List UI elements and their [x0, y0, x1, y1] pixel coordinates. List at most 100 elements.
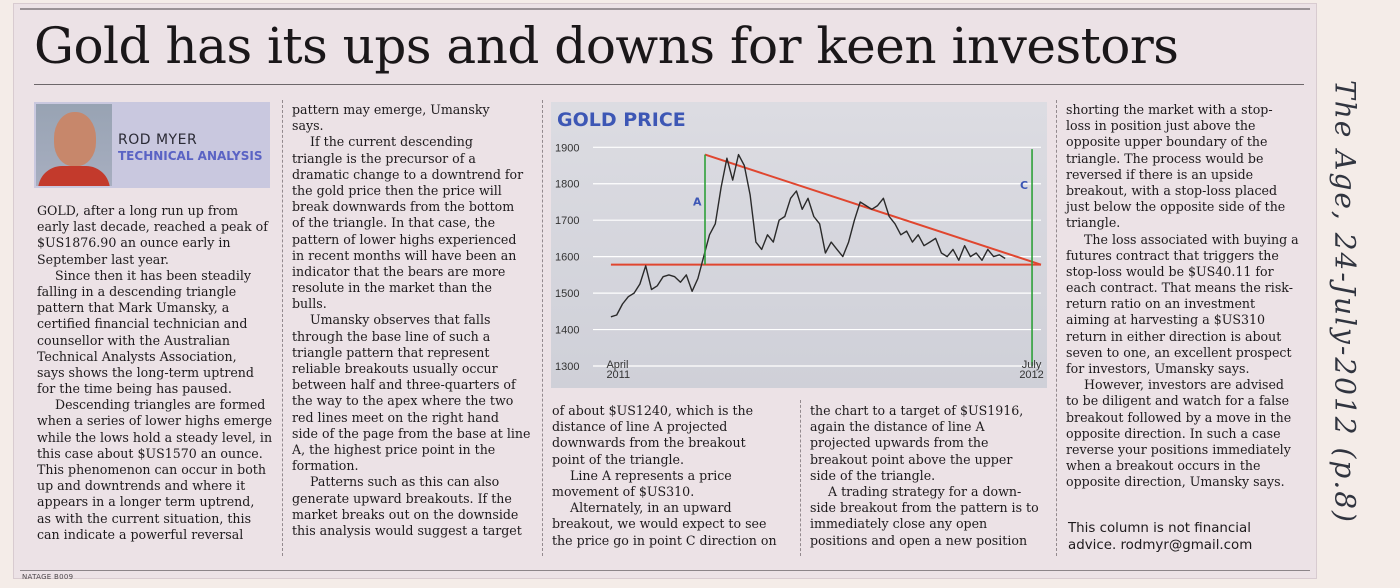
- article-column-2: pattern may emerge, Umansky says. If the…: [292, 102, 536, 539]
- article-column-5: shorting the market with a stop- loss in…: [1066, 102, 1311, 491]
- section-label: TECHNICAL ANALYSIS: [118, 149, 263, 163]
- col1-line: for the time being has paused.: [37, 381, 232, 397]
- x-tick-label: July: [1022, 359, 1042, 371]
- col1-line: this case about $US1570 an ounce.: [37, 445, 263, 461]
- col2-line: Patterns such as this can also: [310, 474, 500, 490]
- col1-line: $US1876.90 an ounce early in: [37, 235, 231, 251]
- col3-line: Line A represents a price: [570, 467, 732, 483]
- col5-line: opposite direction, Umansky says.: [1066, 474, 1285, 490]
- col5-line: aiming at harvesting a $US310: [1066, 312, 1265, 328]
- col4-line: immediately close any open: [810, 516, 988, 532]
- col2-line: of the triangle. In that case, the: [292, 215, 496, 231]
- col1-line: says shows the long-term uptrend: [37, 364, 254, 380]
- col1-line: can indicate a powerful reversal: [37, 526, 244, 542]
- col3-line: distance of line A projected: [552, 419, 728, 435]
- col4-line: side breakout from the pattern is to: [810, 500, 1039, 516]
- col4-line: the chart to a target of $US1916,: [810, 403, 1024, 418]
- col1-line: Descending triangles are formed: [55, 397, 266, 413]
- disclaimer: This column is not financial advice. rod…: [1068, 520, 1308, 554]
- col1-line: pattern that Mark Umansky, a: [37, 300, 230, 316]
- col1-line: certified financial technician and: [37, 316, 248, 332]
- bottom-rule: [20, 570, 1310, 571]
- col1-line: as with the current situation, this: [37, 510, 252, 526]
- col5-line: seven to one, an excellent prospect: [1066, 344, 1292, 360]
- col4-line: projected upwards from the: [810, 435, 989, 451]
- col5-line: for investors, Umansky says.: [1066, 361, 1250, 376]
- col4-line: A trading strategy for a down-: [828, 483, 1022, 499]
- col2-line: reliable breakouts usually occur: [292, 361, 498, 376]
- chart-grid: [593, 146, 1041, 367]
- price-line: [610, 153, 1006, 318]
- col2-line: formation.: [292, 458, 359, 474]
- col4-line: positions and open a new position: [810, 532, 1028, 548]
- col2-line: pattern may emerge, Umansky: [292, 102, 490, 117]
- col2-line: resolute in the market than the: [292, 280, 492, 296]
- col2-line: If the current descending: [310, 134, 473, 150]
- headline: Gold has its ups and downs for keen inve…: [34, 17, 1179, 75]
- author-photo: [36, 104, 112, 186]
- col2-line: indicator that the bears are more: [292, 263, 506, 279]
- col2-line: this analysis would suggest a target: [292, 522, 522, 538]
- col5-line: loss in position just above the: [1066, 118, 1256, 134]
- col2-line: break downwards from the bottom: [292, 199, 515, 215]
- col2-line: through the base line of such a: [292, 328, 491, 344]
- column-divider: [800, 400, 801, 556]
- marker-label-c: C: [1020, 179, 1028, 192]
- headline-rule: [34, 84, 1304, 85]
- article-column-1: GOLD, after a long run up from early las…: [37, 203, 277, 543]
- col5-line: opposite upper boundary of the: [1066, 134, 1268, 150]
- col5-line: breakout, with a stop-loss placed: [1066, 182, 1278, 198]
- col5-line: shorting the market with a stop-: [1066, 102, 1273, 117]
- y-tick-label: 1600: [555, 252, 579, 264]
- y-tick-label: 1400: [555, 325, 579, 337]
- article-column-3: of about $US1240, which is the distance …: [552, 403, 784, 549]
- author-name: ROD MYER: [118, 132, 198, 148]
- col2-line: the way to the apex where the two: [292, 393, 514, 409]
- col5-line: stop-loss would be $US40.11 for: [1066, 263, 1274, 279]
- y-tick-label: 1300: [555, 361, 579, 373]
- chart-background: [551, 102, 1047, 388]
- col5-line: triangle.: [1066, 215, 1121, 231]
- top-rule: [20, 8, 1310, 10]
- column-divider: [542, 100, 543, 556]
- col2-line: triangle is the precursor of a: [292, 150, 476, 166]
- col5-line: each contract. That means the risk-: [1066, 280, 1293, 296]
- col1-line: Technical Analysts Association,: [37, 348, 237, 364]
- col5-line: when a breakout occurs in the: [1066, 458, 1261, 474]
- chart-price-series: [610, 153, 1006, 318]
- col2-line: between half and three-quarters of: [292, 377, 516, 393]
- col3-line: point of the triangle.: [552, 451, 684, 467]
- col2-line: side of the page from the base at line: [292, 425, 531, 441]
- col2-line: triangle pattern that represent: [292, 344, 490, 360]
- y-tick-label: 1900: [555, 142, 579, 154]
- col3-line: the price go in point C direction on: [552, 532, 777, 548]
- col1-line: Since then it has been steadily: [55, 267, 251, 283]
- col2-line: Umansky observes that falls: [310, 312, 491, 328]
- col1-line: counsellor with the Australian: [37, 332, 230, 348]
- col1-line: appears in a longer term uptrend,: [37, 494, 255, 510]
- col5-line: The loss associated with buying a: [1084, 231, 1299, 247]
- col3-line: of about $US1240, which is the: [552, 403, 754, 418]
- x-tick-label: 2011: [606, 369, 630, 381]
- col3-line: Alternately, in an upward: [570, 500, 732, 516]
- col3-line: movement of $US310.: [552, 483, 695, 499]
- col1-line: up and downtrends and where it: [37, 478, 246, 494]
- author-shirt: [38, 166, 110, 186]
- handwritten-date: The Age, 24-July-2012 (p.8): [1328, 80, 1362, 524]
- trend-line-upper: [704, 153, 1042, 266]
- col5-line: just below the opposite side of the: [1066, 199, 1286, 215]
- col2-line: dramatic change to a downtrend for: [292, 166, 524, 182]
- col1-line: when a series of lower highs emerge: [37, 413, 273, 429]
- chart-markers: ACB: [693, 149, 1033, 366]
- col1-line: early last decade, reached a peak of: [37, 219, 268, 235]
- col1-line: falling in a descending triangle: [37, 283, 237, 299]
- col1-line: This phenomenon can occur in both: [37, 462, 266, 477]
- chart-trend-lines: [610, 153, 1042, 266]
- gold-price-chart: GOLD PRICE ACB 1300140015001600170018001…: [551, 102, 1047, 388]
- col5-line: reversed if there is an upside: [1066, 166, 1254, 182]
- col2-line: market breaks out on the downside: [292, 506, 519, 522]
- col5-line: to be diligent and watch for a false: [1066, 393, 1290, 409]
- author-face: [54, 112, 96, 166]
- col5-line: opposite direction. In such a case: [1066, 425, 1281, 441]
- col2-line: red lines meet on the right hand: [292, 409, 499, 425]
